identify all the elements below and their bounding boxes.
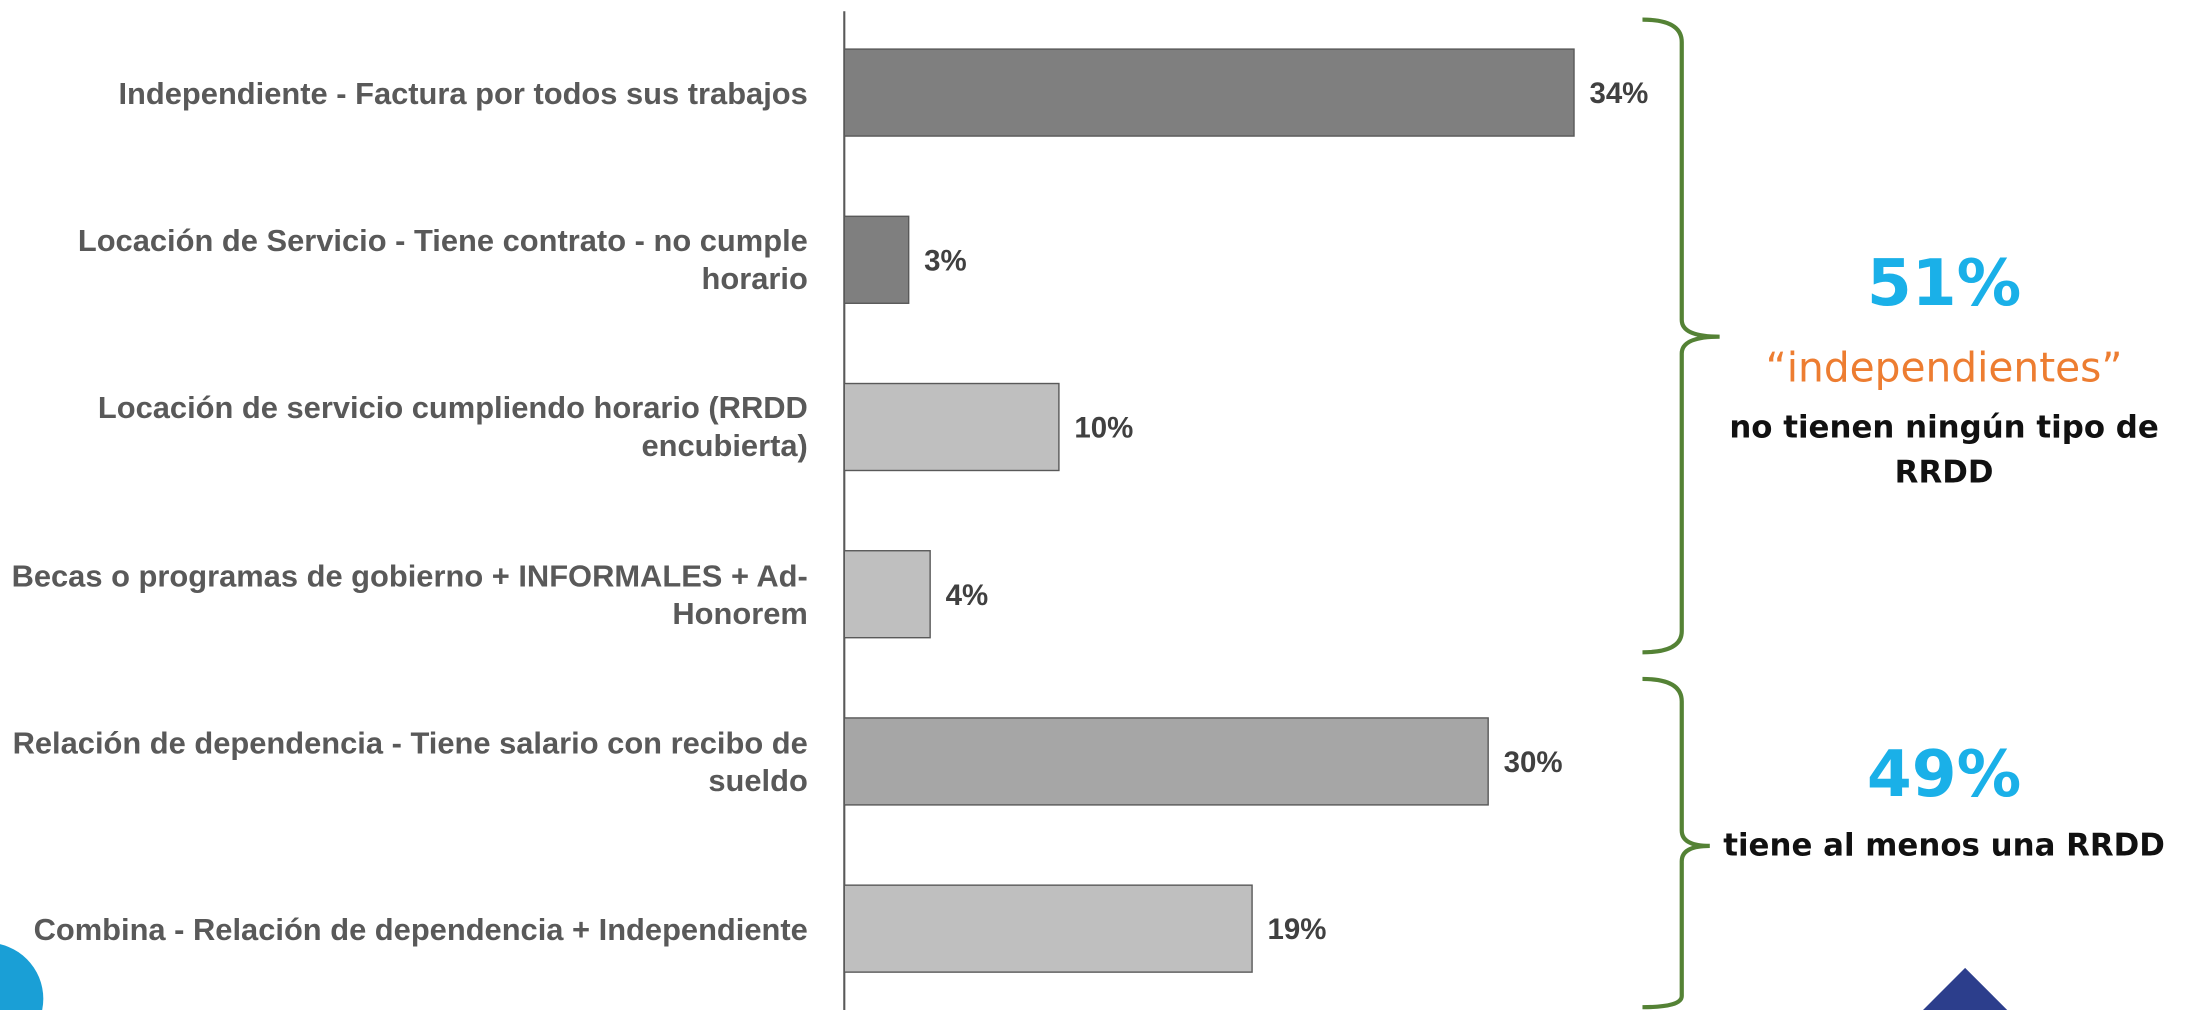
category-label: Locación de servicio cumpliendo horario … xyxy=(97,390,808,464)
category-label-box: Locación de Servicio - Tiene contrato - … xyxy=(77,223,808,297)
category-label: Combina - Relación de dependencia + Inde… xyxy=(33,911,808,947)
category-label: Locación de Servicio - Tiene contrato - … xyxy=(77,223,808,297)
annotation-text: no tienen ningún tipo de RRDD xyxy=(1729,411,2159,491)
value-label: 34% xyxy=(1589,77,1648,110)
annotation-box: no tienen ningún tipo de RRDD xyxy=(1729,411,2159,491)
annotation-big: 51% xyxy=(1867,246,2021,321)
value-label: 10% xyxy=(1074,412,1133,445)
logo xyxy=(1923,967,2008,1010)
category-label-box: Independiente - Factura por todos sus tr… xyxy=(118,75,808,111)
bar xyxy=(843,215,910,304)
bar xyxy=(843,382,1060,472)
annotation-accent: “independientes” xyxy=(1766,343,2123,391)
category-label: Becas o programas de gobierno + INFORMAL… xyxy=(11,557,808,631)
annotation-box: tiene al menos una RRDD xyxy=(1723,829,2165,865)
value-label: 19% xyxy=(1268,913,1327,946)
category-label-box: Locación de servicio cumpliendo horario … xyxy=(97,390,808,464)
annotation-text: tiene al menos una RRDD xyxy=(1723,829,2165,865)
brace xyxy=(1642,17,1720,655)
bar xyxy=(843,48,1575,137)
category-label-box: Combina - Relación de dependencia + Inde… xyxy=(33,911,808,947)
logo xyxy=(0,944,44,1010)
category-label: Independiente - Factura por todos sus tr… xyxy=(118,75,808,111)
annotation-big: 49% xyxy=(1867,737,2021,812)
value-label: 4% xyxy=(946,579,989,612)
category-label-box: Relación de dependencia - Tiene salario … xyxy=(12,724,808,798)
bar xyxy=(843,717,1489,806)
value-label: 3% xyxy=(924,244,967,277)
category-label-box: Becas o programas de gobierno + INFORMAL… xyxy=(11,557,808,631)
category-label: Relación de dependencia - Tiene salario … xyxy=(12,724,808,798)
brace xyxy=(1642,676,1710,1010)
bar xyxy=(843,550,931,639)
bar xyxy=(843,884,1253,973)
value-label: 30% xyxy=(1504,746,1563,779)
